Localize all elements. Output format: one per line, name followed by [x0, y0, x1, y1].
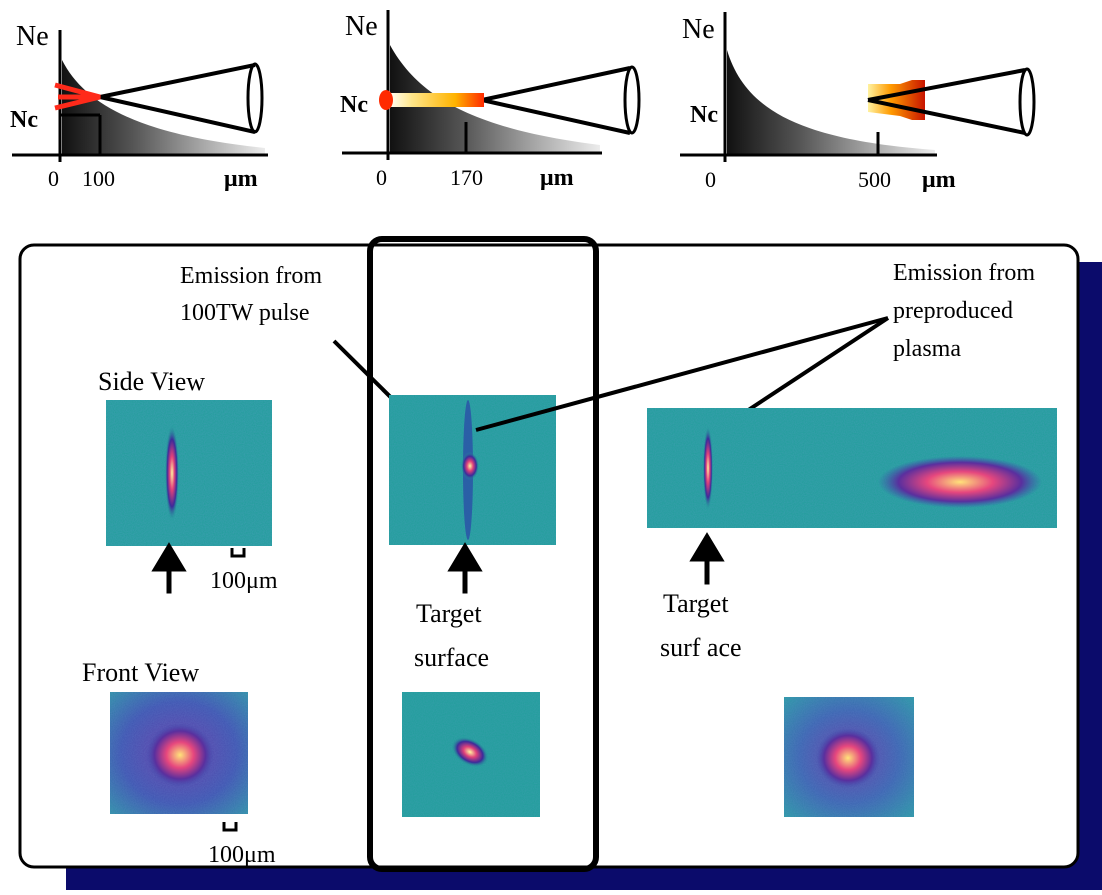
target-label-line1: Target	[416, 599, 482, 628]
emission-spot	[451, 736, 489, 768]
image-noise	[106, 400, 272, 546]
target-label-line1: Target	[663, 589, 729, 618]
target-label-line2: surf ace	[660, 633, 742, 662]
density-curve	[727, 50, 935, 155]
focusing-lens	[1018, 67, 1036, 137]
emission-100tw-line2: 100TW pulse	[180, 300, 310, 326]
focusing-lens	[246, 62, 264, 134]
emission-blob	[816, 728, 880, 788]
target-arrow	[689, 532, 725, 585]
critical-label: Nc	[10, 107, 38, 133]
emission-streak	[165, 425, 179, 521]
y-axis-label: Ne	[345, 11, 378, 42]
laser-cone	[481, 66, 631, 135]
unit-label: μm	[224, 166, 258, 192]
unit-label: μm	[922, 167, 956, 193]
laser-cone	[867, 68, 1026, 135]
unit-label: μm	[540, 165, 574, 191]
left-side-view: Side View 100μm	[98, 367, 278, 594]
scale-bar	[230, 548, 246, 558]
emission-blob	[146, 723, 214, 787]
critical-label: Nc	[340, 92, 368, 118]
tick-label-0: 0	[48, 166, 59, 191]
density-curve	[62, 60, 265, 155]
density-curve	[390, 45, 600, 153]
highlight-column	[367, 236, 599, 872]
tick-label-0: 0	[376, 165, 387, 190]
pointer-line-mid	[475, 316, 889, 432]
laser-focus-red	[54, 82, 101, 111]
tick-label-1: 100	[82, 166, 115, 191]
scale-label: 100μm	[210, 568, 278, 594]
tick-label-0: 0	[705, 167, 716, 192]
critical-label: Nc	[690, 102, 718, 128]
emission-preproduced-line2: preproduced	[893, 298, 1013, 324]
laser-cone	[99, 63, 256, 134]
focusing-lens	[623, 65, 641, 135]
scale-label: 100μm	[208, 842, 276, 868]
density-profile-2: Ne Nc 0 170 μm	[340, 10, 641, 191]
left-front-view: Front View 100μm	[82, 658, 276, 868]
front-view-label: Front View	[82, 658, 199, 687]
target-label-line2: surface	[414, 643, 489, 672]
emission-preproduced-line1: Emission from	[893, 260, 1035, 286]
emission-spot	[461, 452, 479, 480]
y-axis-label: Ne	[16, 21, 49, 52]
tick-label-1: 500	[858, 167, 891, 192]
density-profile-1: Ne Nc 0 100 μm	[10, 21, 268, 192]
target-arrow	[447, 542, 483, 594]
scale-bar	[222, 822, 238, 832]
target-streak	[703, 426, 713, 510]
tick-label-1: 170	[450, 165, 483, 190]
emission-100tw-line1: Emission from	[180, 263, 322, 289]
emission-preproduced-line3: plasma	[893, 336, 961, 362]
right-column: Emission from preproduced plasma Target …	[475, 260, 1057, 817]
plasma-emission-blob	[878, 456, 1042, 508]
laser-spot	[379, 90, 393, 110]
side-view-label: Side View	[98, 367, 205, 396]
target-arrow	[151, 542, 187, 594]
laser-channel-beam	[388, 93, 484, 107]
middle-column: Emission from 100TW pulse Target surface	[180, 263, 556, 817]
density-profile-3: Ne Nc 0 500 μm	[680, 12, 1036, 193]
y-axis-label: Ne	[682, 14, 715, 45]
